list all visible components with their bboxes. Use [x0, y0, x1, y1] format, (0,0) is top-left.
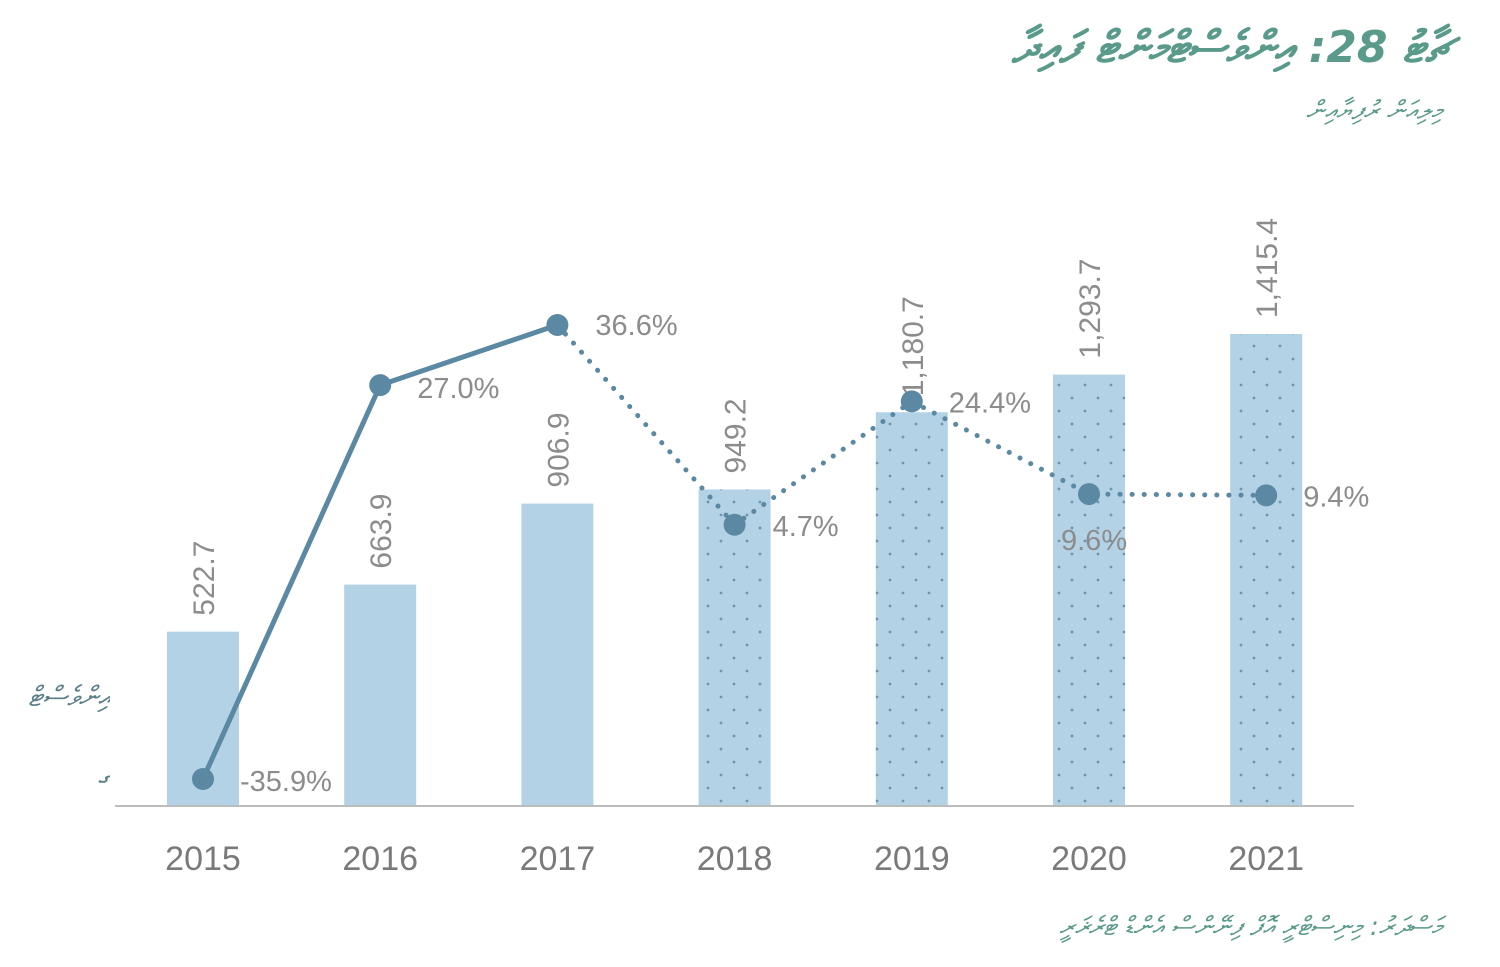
growth-label-2021: 9.4% — [1303, 481, 1369, 513]
bar-value-label-2019: 1,180.7 — [897, 296, 930, 396]
growth-point-2017 — [546, 314, 569, 336]
bar-value-label-2018: 949.2 — [720, 398, 753, 473]
bar-2017 — [521, 503, 594, 806]
x-tick-label-2020: 2020 — [1051, 840, 1127, 878]
growth-label-2019: 24.4% — [949, 387, 1031, 419]
growth-point-2015 — [192, 768, 214, 790]
growth-points-layer — [192, 314, 1278, 790]
x-tick-label-2017: 2017 — [520, 840, 596, 878]
growth-point-2021 — [1255, 484, 1278, 507]
legend-fragment-2: ގ — [97, 760, 111, 793]
growth-label-2018: 4.7% — [773, 511, 839, 543]
chart-title: ޗާޓު 28: އިންވެސްޓްމަންޓް ފައިދާ — [1011, 22, 1452, 73]
growth-labels-layer: -35.9% 27.0% 36.6% 4.7% 24.4% 9.6% 9.4% — [240, 310, 1369, 798]
growth-point-2020 — [1078, 483, 1100, 506]
bars-layer — [167, 334, 1303, 806]
growth-point-2019 — [900, 390, 923, 413]
bar-2016 — [344, 584, 417, 806]
x-tick-labels: 2015 2016 2017 2018 2019 2020 2021 — [165, 840, 1304, 878]
bar-value-label-2015: 522.7 — [188, 541, 221, 616]
growth-point-2016 — [369, 374, 392, 397]
growth-label-2020: 9.6% — [1061, 525, 1127, 557]
growth-label-2017: 36.6% — [595, 310, 677, 342]
legend-fragment-1: އިންވެސްޓް — [28, 680, 110, 713]
bar-2019 — [875, 412, 948, 806]
bar-labels-layer: 522.7 663.9 906.9 949.2 1,180.7 1,293.7 1,415.… — [188, 218, 1284, 616]
bar-value-label-2021: 1,415.4 — [1251, 218, 1284, 318]
bar-value-label-2020: 1,293.7 — [1074, 258, 1107, 358]
bar-2018 — [698, 489, 771, 806]
growth-label-2015: -35.9% — [240, 766, 332, 798]
bar-2020 — [1053, 374, 1125, 806]
growth-label-2016: 27.0% — [417, 373, 499, 405]
bar-value-label-2017: 906.9 — [542, 412, 575, 487]
bar-value-label-2016: 663.9 — [365, 494, 398, 569]
x-tick-label-2016: 2016 — [342, 840, 418, 878]
growth-point-2018 — [723, 513, 746, 536]
x-tick-label-2021: 2021 — [1228, 840, 1304, 878]
bar-2021 — [1230, 334, 1303, 806]
chart-source: މަސްދަރު: މިނިސްޓްރީ އޮފް ފިނޭންސް އެންޑ… — [1059, 912, 1442, 942]
x-tick-label-2019: 2019 — [874, 840, 950, 878]
chart-subtitle: މިލިއަން ރުފިޔާއިން — [1305, 96, 1442, 126]
x-tick-label-2018: 2018 — [697, 840, 773, 878]
x-tick-label-2015: 2015 — [165, 840, 241, 878]
